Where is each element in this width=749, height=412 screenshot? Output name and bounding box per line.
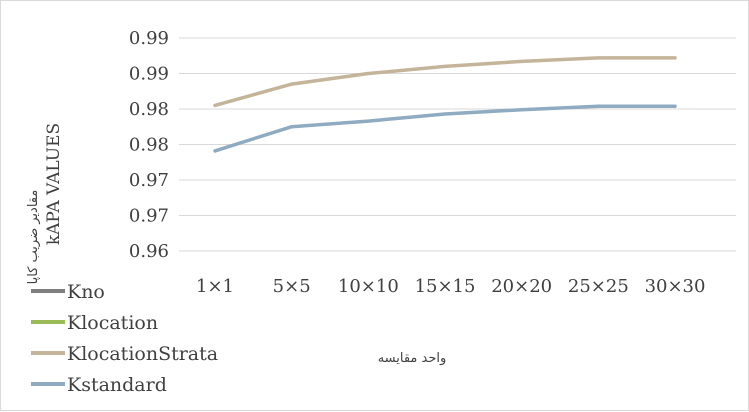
- legend-label: KlocationStrata: [67, 343, 218, 365]
- x-axis-title: واحد مقایسه: [378, 351, 447, 366]
- y-tick-label: 0.97: [129, 170, 169, 191]
- legend: Kno Klocation KlocationStrata Kstandard: [31, 281, 218, 396]
- x-tick-label: 1×1: [196, 276, 234, 297]
- legend-label: Klocation: [67, 312, 158, 334]
- x-tick-label: 10×10: [338, 276, 399, 297]
- y-tick-label: 0.98: [129, 135, 169, 156]
- y-tick-label: 0.97: [129, 206, 169, 227]
- x-tick-label: 15×15: [415, 276, 476, 297]
- gridlines: [179, 37, 736, 252]
- legend-label: Kno: [67, 281, 105, 303]
- legend-label: Kstandard: [67, 374, 167, 396]
- series-lines: [213, 56, 677, 153]
- data-point: [520, 108, 524, 112]
- data-point: [673, 56, 677, 60]
- x-tick-label: 25×25: [568, 276, 629, 297]
- data-point: [673, 104, 677, 108]
- y-tick-labels: 0.99 0.99 0.98 0.98 0.97 0.97 0.96: [129, 28, 169, 262]
- y-tick-label: 0.96: [129, 241, 169, 262]
- data-point: [520, 59, 524, 63]
- data-point: [443, 112, 447, 116]
- data-point: [366, 72, 370, 75]
- data-point: [213, 149, 217, 153]
- x-tick-label: 30×30: [645, 276, 706, 297]
- x-tick-labels: 1×1 5×5 10×10 15×15 20×20 25×25 30×30: [196, 276, 705, 297]
- data-point: [596, 104, 600, 108]
- y-axis-title-persian: مقادیر ضریب کاپا: [26, 190, 41, 285]
- data-point: [290, 82, 294, 86]
- data-point: [443, 64, 447, 68]
- data-point: [366, 119, 370, 123]
- y-tick-label: 0.99: [129, 64, 169, 85]
- data-point: [290, 125, 294, 129]
- data-point: [596, 56, 600, 60]
- y-axis-title-english: kAPA VALUES: [44, 123, 64, 245]
- data-point: [213, 103, 217, 107]
- y-tick-label: 0.98: [129, 99, 169, 120]
- y-tick-label: 0.99: [129, 28, 169, 49]
- x-tick-label: 20×20: [491, 276, 552, 297]
- x-tick-label: 5×5: [273, 276, 311, 297]
